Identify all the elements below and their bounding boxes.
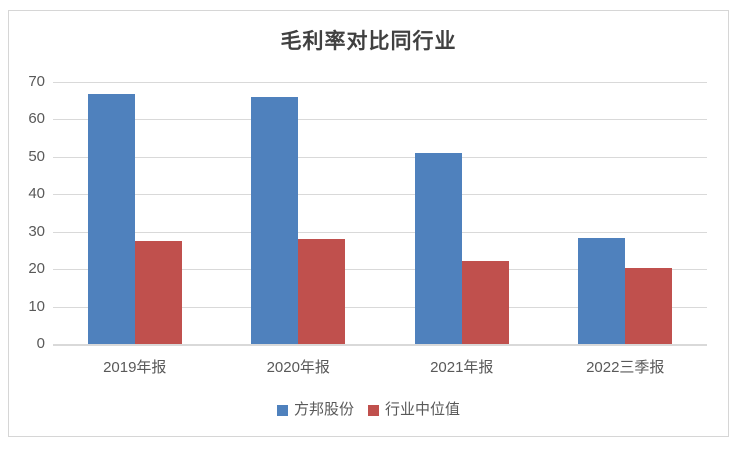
bar-行业中位值-2020年报 xyxy=(298,239,346,344)
legend-swatch-blue-icon xyxy=(276,404,288,416)
gridline-40 xyxy=(53,194,707,196)
y-tick-label-70: 70 xyxy=(28,73,45,90)
gridline-50 xyxy=(53,156,707,158)
gridline-20 xyxy=(53,269,707,271)
legend-label-series2: 行业中位值 xyxy=(385,401,461,418)
bar-方邦股份-2021年报 xyxy=(414,153,462,344)
x-tick-label-2020年报: 2020年报 xyxy=(266,359,330,376)
bar-group-2020年报 xyxy=(217,82,381,344)
y-tick-label-30: 30 xyxy=(28,222,45,240)
gridline-70 xyxy=(53,82,707,83)
legend-item-series2: 行业中位值 xyxy=(368,401,460,419)
x-tick-label-2021年报: 2021年报 xyxy=(430,359,494,376)
y-tick-label-50: 50 xyxy=(28,147,45,165)
gridline-10 xyxy=(53,306,707,308)
bar-行业中位值-2019年报 xyxy=(134,241,182,344)
legend-label-series1: 方邦股份 xyxy=(293,401,354,418)
chart-title: 毛利率对比同行业 xyxy=(280,30,457,53)
x-tick-label-2019年报: 2019年报 xyxy=(103,359,167,376)
x-axis: 2019年报 2020年报 2021年报 2022三季报 xyxy=(53,356,707,378)
bar-方邦股份-2020年报 xyxy=(251,96,299,344)
gridline-30 xyxy=(53,231,707,233)
legend: 方邦股份 行业中位值 xyxy=(9,401,728,419)
bar-group-2021年报 xyxy=(380,82,544,344)
bar-行业中位值-2022三季报 xyxy=(625,268,673,344)
legend-item-series1: 方邦股份 xyxy=(276,401,354,419)
y-tick-label-20: 20 xyxy=(28,260,45,278)
bar-方邦股份-2019年报 xyxy=(87,93,135,344)
bar-行业中位值-2021年报 xyxy=(461,261,509,344)
y-tick-label-10: 10 xyxy=(28,297,45,315)
gridline-60 xyxy=(53,119,707,121)
plot-area xyxy=(53,82,708,346)
bar-方邦股份-2022三季报 xyxy=(578,238,626,344)
x-tick-label-2022三季报: 2022三季报 xyxy=(586,359,665,376)
y-tick-label-0: 0 xyxy=(36,335,45,352)
y-tick-label-60: 60 xyxy=(28,110,45,128)
chart-frame: 毛利率对比同行业 0 10 20 30 40 50 60 70 2019年报 2020年报 202… xyxy=(8,10,729,437)
bar-group-2022三季报 xyxy=(544,82,708,344)
y-tick-label-40: 40 xyxy=(28,185,45,203)
gridline-0 xyxy=(53,344,707,346)
bar-group-2019年报 xyxy=(53,82,217,344)
y-axis: 0 10 20 30 40 50 60 70 xyxy=(9,73,47,352)
legend-swatch-red-icon xyxy=(368,404,379,416)
